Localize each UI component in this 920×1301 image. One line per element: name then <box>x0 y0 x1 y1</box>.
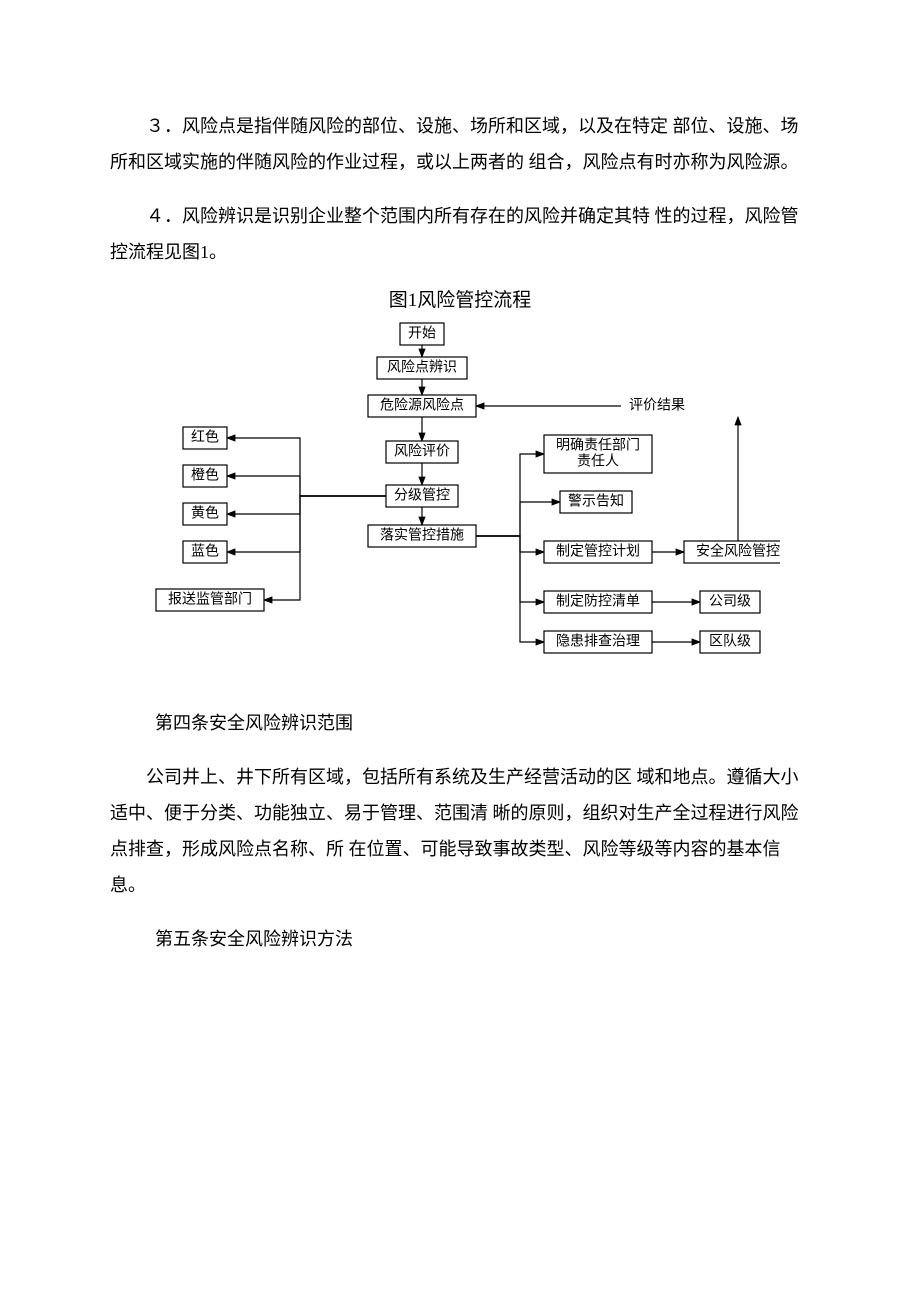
paragraph-3: ３．风险点是指伴随风险的部位、设施、场所和区域，以及在特定 部位、设施、场所和区… <box>110 108 810 180</box>
svg-text:公司级: 公司级 <box>709 593 751 609</box>
svg-text:黄色: 黄色 <box>191 504 219 521</box>
svg-text:风险点辨识: 风险点辨识 <box>387 359 457 375</box>
svg-text:制定管控计划: 制定管控计划 <box>556 543 640 559</box>
article-5-title: 第五条安全风险辨识方法 <box>110 921 810 957</box>
svg-text:警示告知: 警示告知 <box>568 492 624 509</box>
svg-text:橙色: 橙色 <box>191 466 219 483</box>
svg-text:报送监管部门: 报送监管部门 <box>168 591 252 607</box>
svg-text:安全风险管控: 安全风险管控 <box>696 542 780 559</box>
svg-text:蓝色: 蓝色 <box>191 542 219 559</box>
svg-text:危险源风险点: 危险源风险点 <box>380 397 464 413</box>
svg-text:分级管控: 分级管控 <box>394 487 450 503</box>
svg-text:制定防控清单: 制定防控清单 <box>556 593 640 609</box>
svg-text:落实管控措施: 落实管控措施 <box>380 527 464 543</box>
svg-text:责任人: 责任人 <box>577 453 619 469</box>
article-4-title: 第四条安全风险辨识范围 <box>110 705 810 741</box>
paragraph-4: ４．风险辨识是识别企业整个范围内所有存在的风险并确定其特 性的过程，风险管控流程… <box>110 198 810 270</box>
svg-text:风险评价: 风险评价 <box>394 443 450 459</box>
svg-text:明确责任部门: 明确责任部门 <box>556 437 640 453</box>
figure-1-title: 图1风险管控流程 <box>110 288 810 315</box>
article-4-body: 公司井上、井下所有区域，包括所有系统及生产经营活动的区 域和地点。遵循大小适中、… <box>110 759 810 903</box>
svg-text:隐患排查治理: 隐患排查治理 <box>556 633 640 649</box>
svg-text:区队级: 区队级 <box>709 633 751 649</box>
figure-1-flowchart: 开始风险点辨识危险源风险点 评价结果风险评价分级管控落实管控措施 红色橙色黄色蓝色报… <box>140 315 780 675</box>
svg-text:红色: 红色 <box>191 428 219 445</box>
svg-text:评价结果: 评价结果 <box>629 397 685 413</box>
svg-text:开始: 开始 <box>408 325 436 341</box>
